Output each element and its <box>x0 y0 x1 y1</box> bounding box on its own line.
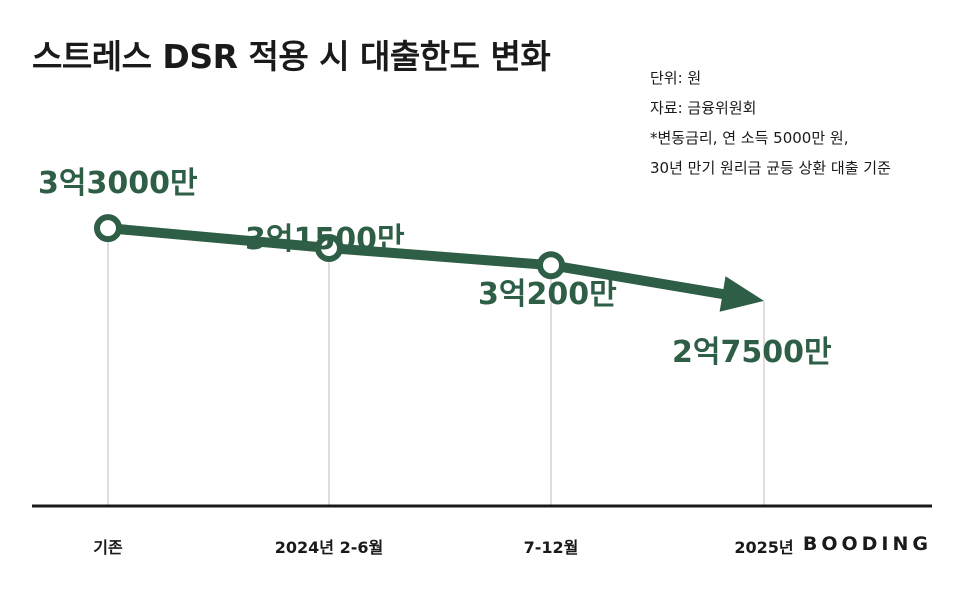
unit-note: 단위: 원 <box>650 69 702 87</box>
data-point-0 <box>94 214 122 243</box>
source-note: 자료: 금융위원회 <box>650 99 757 117</box>
x-tick-label-1: 2024년 2-6월 <box>275 538 383 557</box>
value-label-3: 2억7500만 <box>672 335 832 370</box>
x-tick-label-2: 7-12월 <box>524 538 579 557</box>
data-point-1 <box>315 234 343 262</box>
condition-note-2: 30년 만기 원리금 균등 상환 대출 기준 <box>650 159 891 177</box>
condition-note-1: *변동금리, 연 소득 5000만 원, <box>650 129 849 147</box>
data-point-2 <box>537 251 565 280</box>
chart-notes: 단위: 원 자료: 금융위원회 *변동금리, 연 소득 5000만 원, 30년… <box>650 63 891 183</box>
brand-logo: BOODING <box>802 533 932 555</box>
series-segment-0 <box>107 223 330 253</box>
series-segment-1 <box>328 243 552 271</box>
series-segment-2 <box>550 260 728 300</box>
page-title: 스트레스 DSR 적용 시 대출한도 변화 <box>32 37 551 76</box>
value-label-0: 3억3000만 <box>38 166 198 201</box>
arrow-head-marker <box>719 276 764 312</box>
value-label-2: 3억200만 <box>478 277 617 312</box>
x-tick-label-3: 2025년 <box>734 538 793 557</box>
value-label-1: 3억1500만 <box>245 222 405 257</box>
x-tick-label-0: 기존 <box>93 538 123 557</box>
